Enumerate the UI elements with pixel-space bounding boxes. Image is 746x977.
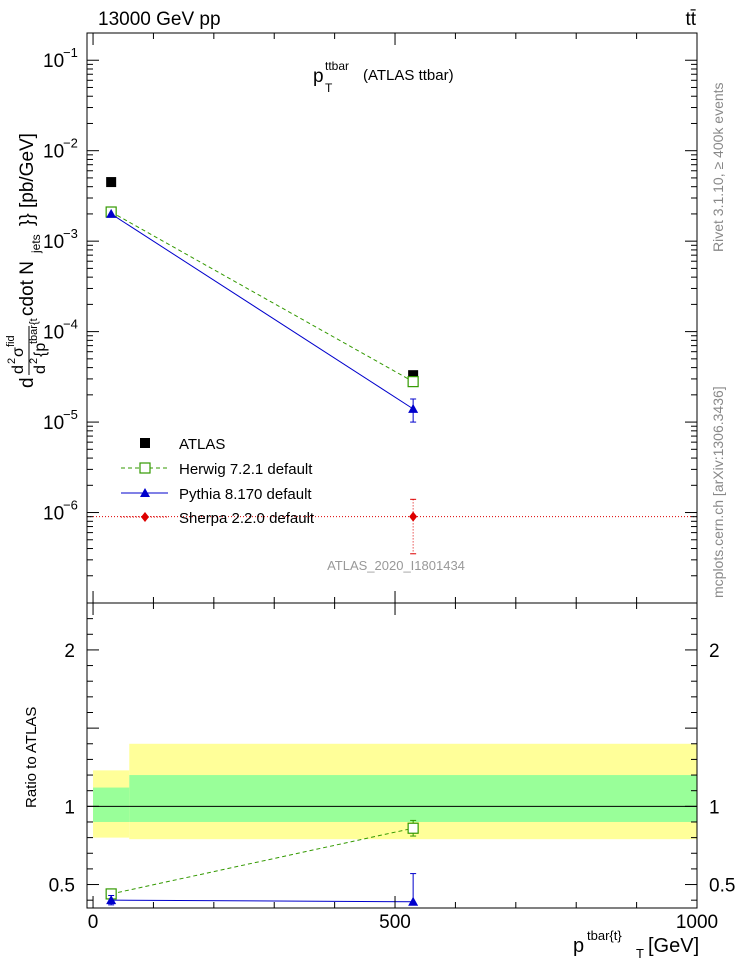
title-sup: ttbar <box>325 59 349 73</box>
ratio-frame <box>86 602 698 909</box>
ratio-line <box>111 827 414 895</box>
ratio-y-tick-label-right: 2 <box>709 641 720 662</box>
legend-item: Sherpa 2.2.0 default <box>121 510 315 527</box>
legend: ATLAS Herwig 7.2.1 default Pythia 8.170 de… <box>121 436 315 527</box>
series-pythia <box>106 208 419 423</box>
legend-marker <box>141 512 149 522</box>
y-tick-mantissa: 10 <box>43 504 64 525</box>
y-tick-label: 10−4 <box>43 317 78 344</box>
xlabel-tail: [GeV] <box>648 935 699 957</box>
y-tick-exponent: −1 <box>63 45 78 60</box>
y-tick-label: 10−6 <box>43 498 78 525</box>
analysis-label: ATLAS_2020_I1801434 <box>327 558 465 573</box>
rivet-label: Rivet 3.1.10, ≥ 400k events <box>710 82 726 252</box>
ylabel-den-sup: 2 <box>28 358 40 364</box>
x-tick-label: 1000 <box>676 912 718 933</box>
legend-marker <box>140 438 150 448</box>
legend-marker <box>140 488 150 497</box>
band-inner <box>93 787 130 822</box>
ratio-y-tick-label-right: 0.5 <box>709 876 735 897</box>
y-tick-exponent: −5 <box>63 407 78 422</box>
y-tick-mantissa: 10 <box>43 232 64 253</box>
title-tail: (ATLAS ttbar) <box>363 67 454 84</box>
ylabel-den-tail: {p <box>32 343 49 357</box>
ratio-point <box>106 895 117 905</box>
legend-label: Sherpa 2.2.0 default <box>179 510 315 527</box>
y-tick-exponent: −2 <box>63 136 78 151</box>
xlabel-sup: tbar{t} <box>587 928 622 943</box>
y-tick-exponent: −4 <box>63 317 78 332</box>
series-line <box>110 211 414 383</box>
y-tick-label: 10−3 <box>43 226 78 253</box>
y-tick-mantissa: 10 <box>43 413 64 434</box>
y-tick-label: 10−1 <box>43 45 78 72</box>
ylabel-d: d <box>17 377 38 388</box>
ratio-y-tick-label: 2 <box>64 641 75 662</box>
ylabel-jets-sub: jets <box>29 234 43 254</box>
data-point <box>408 403 419 413</box>
legend-label: Pythia 8.170 default <box>179 486 312 503</box>
ylabel-tail: }} [pb/GeV] <box>17 133 38 226</box>
ylabel-num-d: d <box>10 365 27 374</box>
band-inner <box>129 775 697 822</box>
ratio-ylabel: Ratio to ATLAS <box>23 707 40 808</box>
legend-item: Herwig 7.2.1 default <box>121 461 313 478</box>
x-tick-label: 0 <box>88 912 99 933</box>
series-line <box>110 213 414 410</box>
legend-item: ATLAS <box>140 436 225 453</box>
title-sub: T <box>325 81 333 95</box>
xlabel-sub: T <box>636 946 644 961</box>
ratio-line <box>111 899 414 903</box>
ratio-series-herwig <box>105 819 419 900</box>
plot-title: p ttbar T (ATLAS ttbar) <box>313 59 454 95</box>
y-tick-label: 10−2 <box>43 136 78 163</box>
y-tick-mantissa: 10 <box>43 51 64 72</box>
y-tick-mantissa: 10 <box>43 323 64 344</box>
ylabel-den-sub: tbar{t <box>28 318 40 344</box>
main-ylabel: d d 2 σ fid d 2 {p tbar{t cdot N jets }}… <box>5 133 49 388</box>
y-tick-exponent: −3 <box>63 226 78 241</box>
ratio-y-tick-label-right: 1 <box>709 797 720 818</box>
legend-item: Pythia 8.170 default <box>121 486 312 503</box>
ratio-y-tick-label: 1 <box>64 797 75 818</box>
ylabel-den-d: d <box>32 365 49 374</box>
y-tick-label: 10−5 <box>43 407 78 434</box>
legend-label: ATLAS <box>179 436 225 453</box>
xlabel: p tbar{t} T [GeV] <box>573 928 699 961</box>
title-main: p <box>313 66 324 87</box>
data-point <box>409 511 418 522</box>
y-tick-mantissa: 10 <box>43 142 64 163</box>
ratio-point <box>407 822 419 834</box>
data-point <box>408 370 419 381</box>
series-sherpa <box>87 498 697 555</box>
ratio-series-pythia <box>106 873 419 906</box>
xlabel-main: p <box>573 935 584 957</box>
data-point <box>106 177 117 188</box>
data-point <box>106 208 117 218</box>
mcplots-label: mcplots.cern.ch [arXiv:1306.3436] <box>710 386 726 598</box>
ylabel-cdot: cdot N <box>17 261 38 316</box>
ylabel-sigma-sup: fid <box>5 335 17 347</box>
ratio-y-tick-label: 0.5 <box>49 876 75 897</box>
process-label: tt̄ <box>685 9 696 30</box>
ylabel-sigma: σ <box>10 347 27 357</box>
energy-label: 13000 GeV pp <box>98 9 221 30</box>
ylabel-num-sup: 2 <box>6 358 18 364</box>
series-atlas <box>106 177 419 381</box>
legend-label: Herwig 7.2.1 default <box>179 461 313 478</box>
x-tick-label: 500 <box>379 912 411 933</box>
legend-marker <box>139 462 151 474</box>
y-tick-exponent: −6 <box>63 498 78 513</box>
ratio-point <box>408 896 419 906</box>
data-point <box>407 376 419 388</box>
